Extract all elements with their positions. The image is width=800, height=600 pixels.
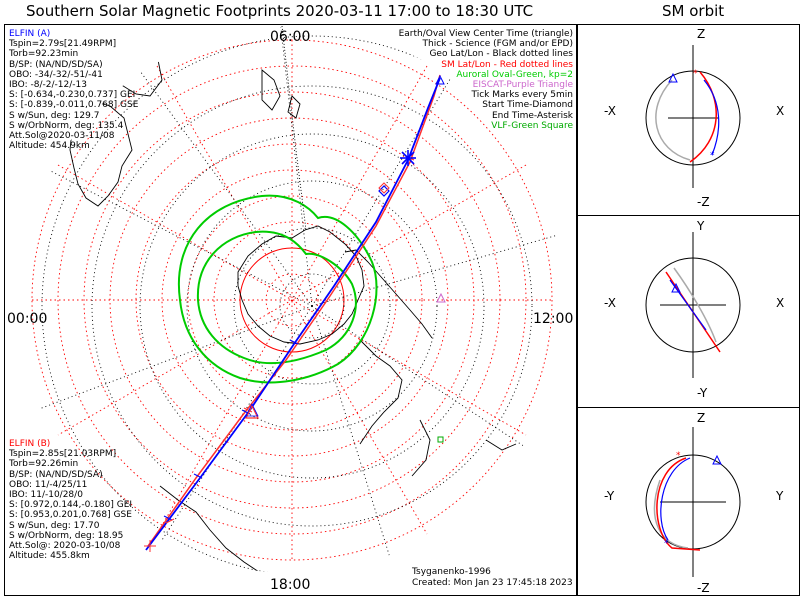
info-line: Altitude: 454.9km [9, 141, 90, 152]
legend-item: Thick - Science (FGM and/or EPD) [422, 39, 573, 50]
axis-label-bottom: -Z [697, 195, 710, 209]
elfin-b-info: ELFIN (B) Tspin=2.85s[21.03RPM] Torb=92.… [9, 439, 132, 561]
orbit-panel-title: SM orbit [662, 2, 725, 20]
orbit-plot-xz: * * Z -Z -X X [604, 27, 784, 209]
info-line: IBO: 11/-10/28/0 [9, 489, 83, 500]
info-line: Tspin=2.85s[21.03RPM] [9, 449, 117, 460]
info-line: OBO: 11/-4/25/11 [9, 479, 88, 490]
info-line: Att.Sol@2020-03-11/08 [9, 130, 115, 141]
axis-label-bottom: -Z [697, 581, 710, 595]
info-line: Altitude: 455.8km [9, 551, 90, 562]
vlf-square-marker [437, 436, 444, 443]
info-line: Torb=92.23min [9, 49, 79, 60]
elfin-a-info: ELFIN (A) Tspin=2.79s[21.49RPM] Torb=92.… [9, 29, 138, 151]
elfin-b-end-asterisk [144, 540, 156, 552]
legend-item: Earth/Oval View Center Time (triangle) [398, 29, 573, 39]
legend-item: Geo Lat/Lon - Black dotted lines [429, 49, 573, 60]
axis-label-right: Y [775, 489, 784, 503]
info-line: S w/OrbNorm, deg: 18.95 [9, 530, 124, 541]
model-credit: Tsyganenko-1996 [412, 567, 491, 577]
map-legend: Earth/Oval View Center Time (triangle) T… [399, 29, 573, 131]
elfin-b-start-diamond [378, 182, 390, 194]
eiscat-triangle-marker [436, 292, 446, 303]
mlt-label-right: 12:00 [533, 311, 573, 327]
svg-text:*: * [664, 539, 669, 549]
elfin-b-track [147, 74, 441, 547]
axis-label-top: Z [697, 27, 705, 41]
info-line: S w/OrbNorm, deg: 135.4 [9, 120, 124, 131]
info-line: S: [-0.634,-0.230,0.737] GEI [9, 90, 136, 101]
elfin-a-name: ELFIN (A) [9, 29, 51, 39]
orbit-plot-yz: * * Z -Z -Y Y [604, 411, 784, 595]
sm-grid [31, 39, 553, 561]
legend-item: Start Time-Diamond [482, 100, 573, 111]
mlt-label-top: 06:00 [270, 29, 310, 45]
legend-item: SM Lat/Lon - Red dotted lines [441, 59, 573, 70]
info-line: IBO: -8/-2/-12/-13 [9, 79, 87, 90]
elfin-b-view-triangle [245, 404, 259, 419]
mlt-label-left: 00:00 [7, 311, 47, 327]
orbit-plot-xy: Y -Y -X X [604, 219, 784, 400]
info-line: S: [0.972,0.144,-0.180] GEI [9, 500, 133, 511]
info-line: B/SP: (NA/ND/SD/SA) [9, 59, 103, 70]
info-line: S: [-0.839,-0.011,0.768] GSE [9, 100, 139, 111]
info-line: Torb=92.26min [9, 459, 79, 470]
elfin-a-top-triangle [435, 74, 445, 85]
info-line: S w/Sun, deg: 17.70 [9, 520, 100, 531]
elfin-a-view-triangle [245, 403, 259, 417]
axis-label-bottom: -Y [697, 386, 708, 400]
legend-item: VLF-Green Square [491, 120, 573, 131]
footprint-map-panel [4, 24, 577, 596]
axis-label-left: -X [604, 104, 616, 118]
info-line: S w/Sun, deg: 129.7 [9, 110, 100, 121]
svg-text:*: * [710, 151, 715, 161]
axis-label-top: Z [697, 411, 705, 425]
info-line: S: [0.953,0.201,0.768] GSE [9, 510, 132, 521]
elfin-b-name: ELFIN (B) [9, 439, 51, 449]
mlt-label-bottom: 18:00 [270, 577, 310, 593]
axis-label-left: -Y [604, 489, 615, 503]
legend-item: Tick Marks every 5min [471, 90, 573, 101]
legend-item: End Time-Asterisk [491, 110, 573, 121]
plot-title: Southern Solar Magnetic Footprints 2020-… [26, 2, 534, 20]
info-line: B/SP: (NA/ND/SD/SA) [9, 469, 103, 480]
axis-label-left: -X [604, 296, 616, 310]
info-line: Att.Sol@: 2020-03-10/08 [9, 540, 121, 551]
axis-label-right: X [776, 296, 784, 310]
auroral-oval [177, 194, 378, 384]
svg-text:*: * [693, 69, 698, 79]
elfin-a-track [145, 77, 441, 551]
coastlines [59, 37, 517, 573]
created-timestamp: Created: Mon Jan 23 17:45:18 2023 [412, 578, 573, 588]
legend-item: Auroral Oval-Green, kp=2 [456, 69, 573, 80]
legend-item: EISCAT-Purple Triangle [472, 79, 573, 90]
axis-label-top: Y [696, 219, 705, 233]
axis-label-right: X [776, 104, 784, 118]
svg-text:*: * [676, 451, 681, 461]
elfin-a-end-asterisk [400, 150, 416, 166]
info-line: Tspin=2.79s[21.49RPM] [9, 39, 117, 50]
info-line: OBO: -34/-32/-51/-41 [9, 69, 103, 80]
